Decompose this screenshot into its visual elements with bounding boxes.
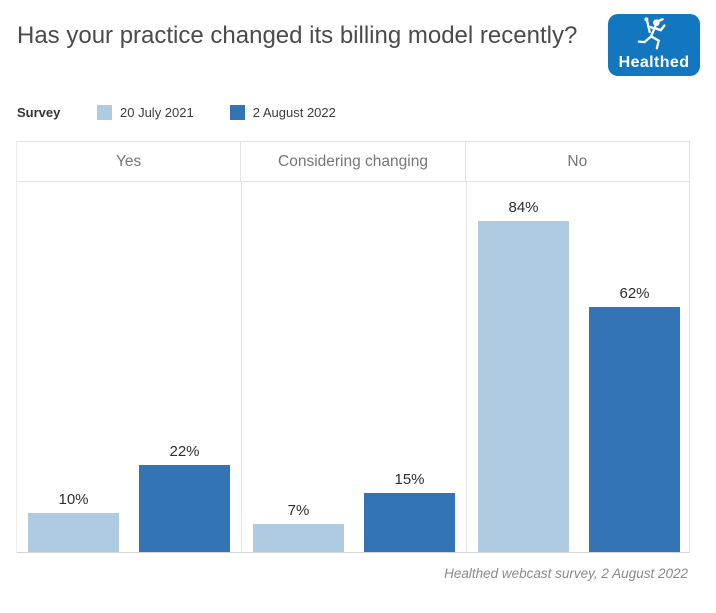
legend-items: 20 July 2021 2 August 2022 bbox=[97, 105, 372, 120]
bar-group: 7% bbox=[253, 502, 344, 552]
bar-value-label: 10% bbox=[58, 490, 89, 508]
legend-swatch-icon bbox=[97, 105, 112, 120]
chart-caption: Healthed webcast survey, 2 August 2022 bbox=[444, 566, 688, 581]
bar-yes-20-july-2021[interactable] bbox=[28, 512, 119, 552]
legend: Survey 20 July 2021 2 August 2022 bbox=[17, 104, 372, 121]
bar-yes-2-august-2022[interactable] bbox=[139, 465, 230, 552]
bar-group: 62% bbox=[589, 285, 680, 552]
bar-group: 22% bbox=[139, 443, 230, 552]
bar-value-label: 22% bbox=[169, 443, 200, 461]
runner-icon bbox=[637, 17, 666, 50]
legend-swatch-icon bbox=[229, 105, 245, 120]
panel-considering-changing: 7% 15% bbox=[242, 182, 467, 552]
legend-item-label: 2 August 2022 bbox=[252, 105, 336, 120]
bar-no-20-july-2021[interactable] bbox=[478, 220, 569, 552]
bar-no-2-august-2022[interactable] bbox=[589, 307, 680, 552]
panel-header-no: No bbox=[567, 152, 588, 170]
panel-no: 84% 62% bbox=[467, 182, 691, 552]
panel-headers: Yes Considering changing No bbox=[17, 141, 689, 182]
legend-item-0[interactable]: 20 July 2021 bbox=[97, 105, 194, 120]
bar-group: 15% bbox=[364, 471, 455, 552]
bar-group: 84% bbox=[478, 198, 569, 552]
bar-value-label: 7% bbox=[287, 502, 310, 520]
plot-area: 10% 22% 7% 15% 84% 62% bbox=[17, 182, 689, 553]
bar-value-label: 62% bbox=[619, 285, 650, 303]
legend-item-1[interactable]: 2 August 2022 bbox=[229, 105, 336, 120]
legend-title: Survey bbox=[17, 105, 61, 120]
legend-item-label: 20 July 2021 bbox=[120, 105, 194, 120]
panel-header-considering-changing: Considering changing bbox=[241, 142, 466, 181]
logo-wordmark: Healthed bbox=[618, 54, 690, 71]
bar-group: 10% bbox=[28, 490, 119, 552]
bar-considering-changing-2-august-2022[interactable] bbox=[364, 492, 455, 552]
bar-value-label: 15% bbox=[394, 470, 425, 488]
panel-header-yes: Yes bbox=[17, 142, 242, 181]
healthed-logo: Healthed bbox=[608, 14, 700, 76]
panel-yes: 10% 22% bbox=[17, 182, 242, 552]
page-title: Has your practice changed its billing mo… bbox=[17, 22, 578, 49]
bar-chart: Yes Considering changing No 10% 22% 7% 15% 84%… bbox=[16, 141, 690, 553]
bar-value-label: 84% bbox=[508, 198, 539, 216]
bar-considering-changing-20-july-2021[interactable] bbox=[253, 524, 344, 552]
